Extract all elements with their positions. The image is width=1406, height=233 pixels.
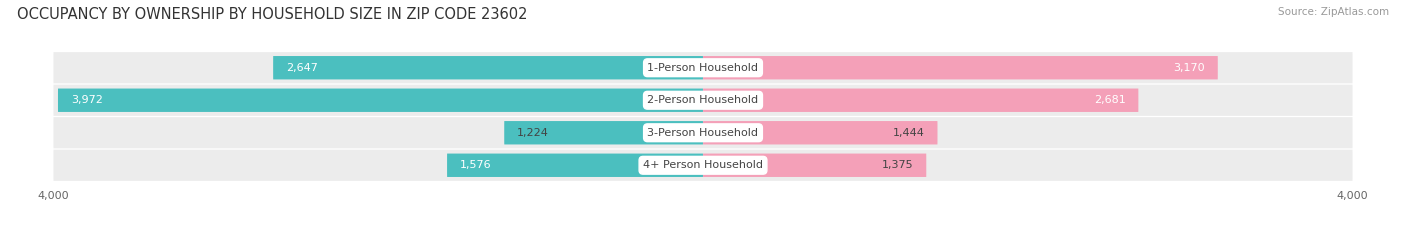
FancyBboxPatch shape bbox=[273, 56, 703, 79]
Text: 1,375: 1,375 bbox=[882, 160, 914, 170]
FancyBboxPatch shape bbox=[703, 121, 938, 144]
FancyBboxPatch shape bbox=[53, 52, 1353, 83]
FancyBboxPatch shape bbox=[53, 117, 1353, 148]
Text: 2,681: 2,681 bbox=[1094, 95, 1125, 105]
Text: 2,647: 2,647 bbox=[287, 63, 318, 73]
Text: OCCUPANCY BY OWNERSHIP BY HOUSEHOLD SIZE IN ZIP CODE 23602: OCCUPANCY BY OWNERSHIP BY HOUSEHOLD SIZE… bbox=[17, 7, 527, 22]
FancyBboxPatch shape bbox=[505, 121, 703, 144]
Text: 3-Person Household: 3-Person Household bbox=[648, 128, 758, 138]
FancyBboxPatch shape bbox=[447, 154, 703, 177]
FancyBboxPatch shape bbox=[53, 150, 1353, 181]
FancyBboxPatch shape bbox=[58, 89, 703, 112]
Text: 1,224: 1,224 bbox=[517, 128, 550, 138]
Text: 1-Person Household: 1-Person Household bbox=[648, 63, 758, 73]
Text: 2-Person Household: 2-Person Household bbox=[647, 95, 759, 105]
Text: Source: ZipAtlas.com: Source: ZipAtlas.com bbox=[1278, 7, 1389, 17]
FancyBboxPatch shape bbox=[53, 85, 1353, 116]
Text: 3,972: 3,972 bbox=[70, 95, 103, 105]
Text: 1,444: 1,444 bbox=[893, 128, 925, 138]
Text: 1,576: 1,576 bbox=[460, 160, 492, 170]
Text: 3,170: 3,170 bbox=[1173, 63, 1205, 73]
FancyBboxPatch shape bbox=[703, 89, 1139, 112]
FancyBboxPatch shape bbox=[703, 154, 927, 177]
FancyBboxPatch shape bbox=[703, 56, 1218, 79]
Text: 4+ Person Household: 4+ Person Household bbox=[643, 160, 763, 170]
